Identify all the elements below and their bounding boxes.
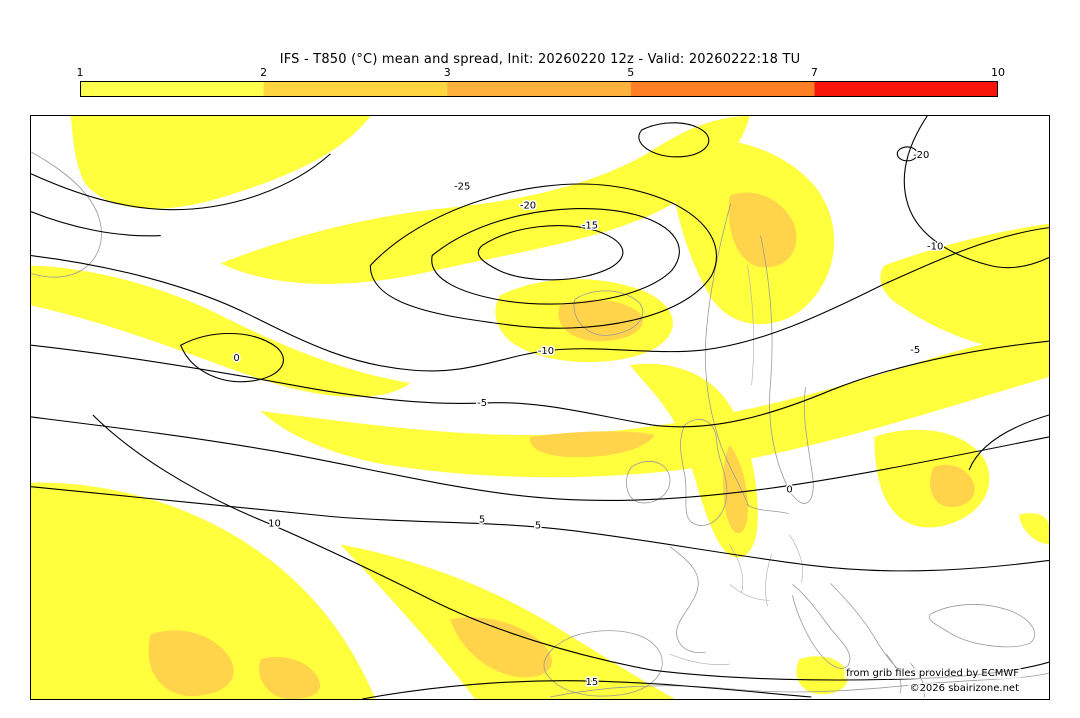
coastline-ireland bbox=[626, 460, 671, 504]
contour-layer bbox=[31, 116, 1049, 699]
spread-core bbox=[728, 192, 797, 268]
coastline-italy bbox=[792, 584, 851, 669]
contour-label: -20 bbox=[520, 201, 536, 212]
coastline-baltic bbox=[760, 235, 814, 504]
contour-line-minus25 bbox=[477, 225, 624, 281]
contour-line bbox=[968, 414, 1049, 470]
credit-copyright: ©2026 sbairizone.net bbox=[907, 683, 1021, 694]
spread-area bbox=[70, 116, 371, 209]
contour-line-minus20 bbox=[431, 208, 680, 305]
coastline-black-sea bbox=[929, 604, 1036, 648]
spread-area bbox=[796, 656, 849, 695]
colorbar-gradient bbox=[80, 81, 998, 97]
colorbar-segment-5 bbox=[814, 81, 998, 97]
colorbar-outline bbox=[80, 81, 998, 97]
weather-map: -25 -20 -15 -10 -10 -5 -5 0 0 5 5 10 15 … bbox=[30, 115, 1050, 700]
contour-label: -5 bbox=[910, 345, 920, 356]
coastline-britain bbox=[680, 419, 728, 526]
country-borders bbox=[669, 265, 804, 665]
coastline-layer bbox=[31, 151, 1049, 698]
chart-title: IFS - T850 (°C) mean and spread, Init: 2… bbox=[279, 52, 801, 67]
contour-label: 5 bbox=[479, 515, 485, 526]
contour-label: -20 bbox=[913, 150, 929, 161]
contour-loop bbox=[638, 122, 710, 158]
contour-loop bbox=[896, 146, 918, 162]
spread-area bbox=[880, 223, 1049, 356]
contour-line-plus5 bbox=[31, 486, 1049, 572]
spread-core bbox=[529, 431, 655, 458]
contour-label: -5 bbox=[477, 398, 487, 409]
coastline-balkans bbox=[830, 583, 905, 675]
spread-area bbox=[31, 265, 411, 398]
contour-label: 5 bbox=[535, 521, 541, 532]
colorbar-tick: 7 bbox=[810, 66, 818, 79]
contour-label: 0 bbox=[786, 485, 792, 496]
contour-line bbox=[31, 153, 331, 211]
colorbar-tick: 5 bbox=[627, 66, 635, 79]
contour-label: 15 bbox=[586, 677, 599, 688]
spread-core bbox=[450, 617, 552, 678]
colorbar-tick: 3 bbox=[443, 66, 451, 79]
spread-area bbox=[1019, 513, 1049, 545]
contour-line bbox=[31, 211, 161, 237]
colorbar-segment-1 bbox=[80, 81, 264, 97]
spread-core bbox=[558, 299, 643, 342]
contour-label-layer: -25 -20 -15 -10 -10 -5 -5 0 0 5 5 10 15 … bbox=[232, 148, 945, 689]
map-canvas: -25 -20 -15 -10 -10 -5 -5 0 0 5 5 10 15 … bbox=[31, 116, 1049, 699]
contour-line-minus15 bbox=[369, 183, 717, 329]
credit-source: from grib files provided by ECMWF bbox=[844, 668, 1021, 679]
spread-area bbox=[220, 116, 750, 284]
coastline-iceland bbox=[573, 290, 644, 336]
colorbar-ticks: 1 2 3 5 7 10 bbox=[76, 66, 1006, 81]
contour-line-minus5 bbox=[31, 340, 1049, 428]
spread-area bbox=[31, 482, 376, 699]
spread-core bbox=[148, 630, 234, 697]
colorbar-segment-2 bbox=[263, 81, 448, 97]
spread-area bbox=[340, 544, 675, 699]
contour-label: -25 bbox=[454, 182, 470, 193]
contour-loop-zero bbox=[180, 332, 284, 383]
coastline-norway bbox=[704, 203, 749, 506]
colorbar-segment-4 bbox=[630, 81, 815, 97]
spread-core bbox=[259, 656, 320, 699]
colorbar: 1 2 3 5 7 10 bbox=[76, 66, 1006, 97]
colorbar-tick: 1 bbox=[76, 66, 84, 79]
contour-line bbox=[903, 116, 1049, 269]
spread-shading-layer bbox=[31, 116, 1049, 699]
coastline-iberia bbox=[543, 630, 663, 697]
coastline-north-africa bbox=[549, 672, 1049, 698]
contour-label: 10 bbox=[268, 519, 281, 530]
contour-line-plus15 bbox=[362, 680, 812, 699]
coastline-france bbox=[669, 546, 706, 654]
spread-core bbox=[722, 444, 748, 533]
spread-core bbox=[930, 464, 975, 507]
colorbar-segment-3 bbox=[447, 81, 631, 97]
spread-shading-level2-layer bbox=[148, 192, 975, 699]
contour-line-minus10 bbox=[31, 227, 1049, 372]
coastline-greenland bbox=[31, 151, 102, 278]
colorbar-tick: 10 bbox=[991, 66, 1005, 79]
contour-label: -10 bbox=[927, 242, 943, 253]
contour-label: -15 bbox=[582, 221, 598, 232]
contour-label: 0 bbox=[233, 353, 239, 364]
colorbar-tick: 2 bbox=[260, 66, 268, 79]
contour-label: -10 bbox=[538, 346, 554, 357]
contour-line-zero bbox=[31, 416, 1049, 501]
coastline-denmark bbox=[746, 504, 789, 515]
spread-area bbox=[260, 329, 1049, 478]
